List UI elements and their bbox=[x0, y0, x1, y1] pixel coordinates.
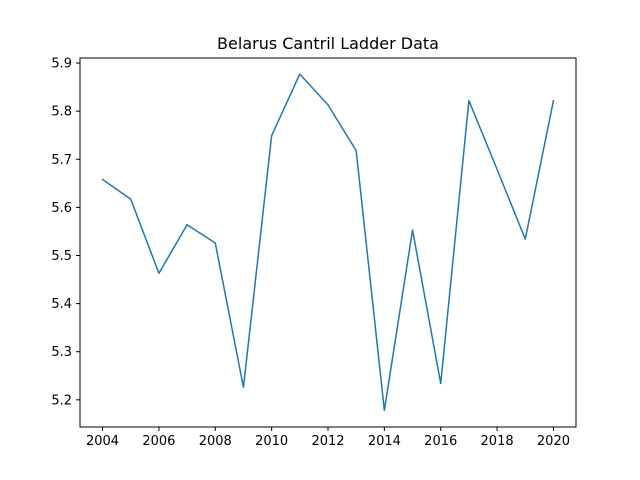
plot-area bbox=[80, 58, 576, 427]
x-tick-label: 2012 bbox=[311, 434, 344, 449]
y-tick-label: 5.6 bbox=[51, 201, 72, 216]
x-tick-label: 2006 bbox=[142, 434, 175, 449]
y-tick-label: 5.4 bbox=[51, 297, 72, 312]
y-tick-label: 5.8 bbox=[51, 105, 72, 120]
series-layer bbox=[101, 73, 555, 412]
x-tick-label: 2020 bbox=[537, 434, 570, 449]
y-tick-label: 5.9 bbox=[51, 57, 72, 72]
y-tick-label: 5.3 bbox=[51, 345, 72, 360]
plot-frame bbox=[79, 57, 577, 428]
x-tick-label: 2010 bbox=[255, 434, 288, 449]
y-tick-label: 5.5 bbox=[51, 249, 72, 264]
chart-title: Belarus Cantril Ladder Data bbox=[217, 34, 439, 53]
x-tick-label: 2008 bbox=[199, 434, 232, 449]
x-tick-label: 2018 bbox=[481, 434, 514, 449]
x-axis: 2004 2006 2008 2010 2012 2014 2016 2018 2020 bbox=[86, 427, 570, 449]
x-tick-label: 2014 bbox=[368, 434, 401, 449]
x-tick-label: 2016 bbox=[424, 434, 457, 449]
x-tick-label: 2004 bbox=[86, 434, 119, 449]
y-axis: 5.2 5.3 5.4 5.5 5.6 5.7 5.8 5.9 bbox=[51, 57, 80, 408]
y-tick-label: 5.7 bbox=[51, 153, 72, 168]
y-tick-label: 5.2 bbox=[51, 393, 72, 408]
